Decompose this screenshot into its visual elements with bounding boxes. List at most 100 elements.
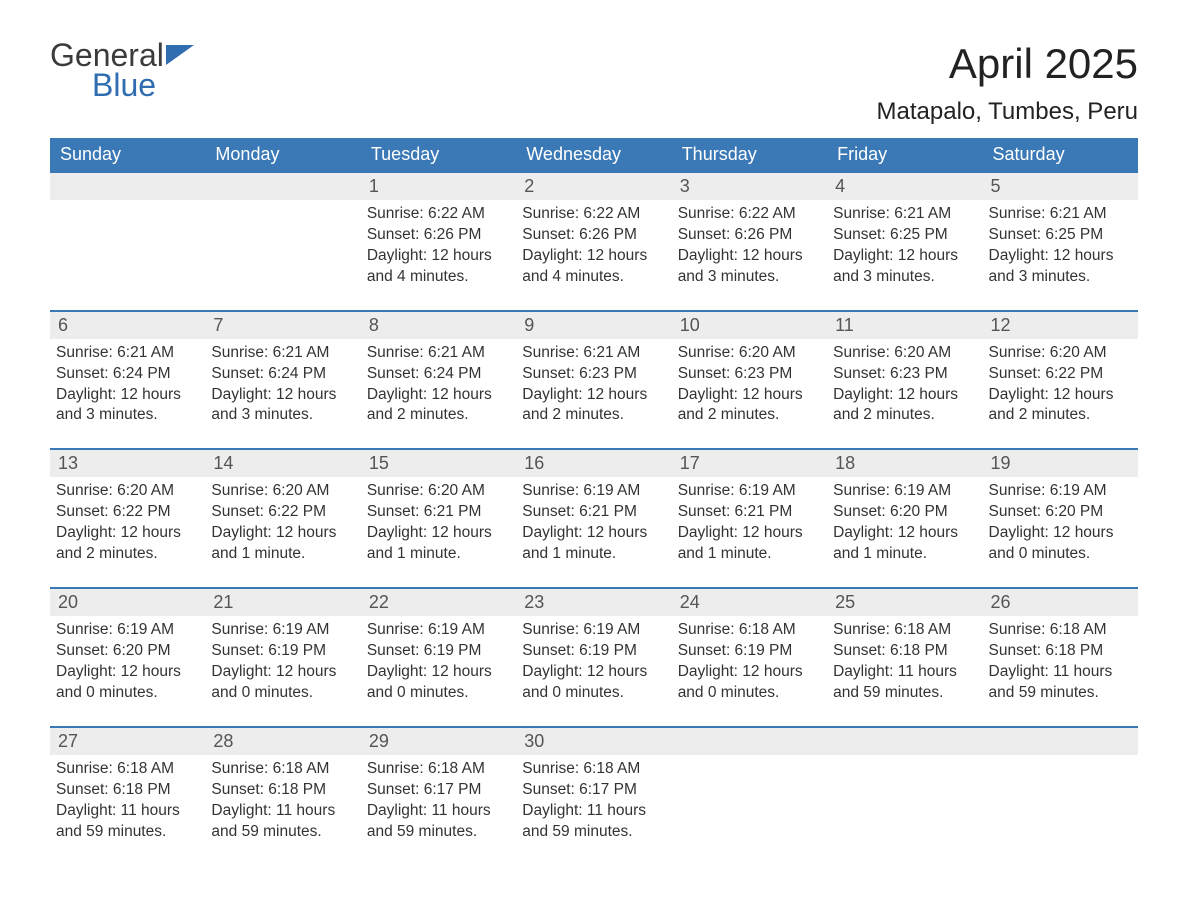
sunset-line: Sunset: 6:26 PM [522, 225, 665, 246]
sunset-line: Sunset: 6:21 PM [678, 502, 821, 523]
sunrise-line: Sunrise: 6:19 AM [522, 620, 665, 641]
weekday-header: Wednesday [516, 138, 671, 172]
sunrise-line: Sunrise: 6:19 AM [367, 620, 510, 641]
day-number-cell: 18 [827, 449, 982, 477]
daylight-line: Daylight: 12 hours and 3 minutes. [56, 385, 199, 427]
daylight-line: Daylight: 12 hours and 1 minute. [678, 523, 821, 565]
sunset-line: Sunset: 6:24 PM [211, 364, 354, 385]
day-content-cell [983, 755, 1138, 865]
day-number-cell: 19 [983, 449, 1138, 477]
sunset-line: Sunset: 6:25 PM [833, 225, 976, 246]
day-content-cell [672, 755, 827, 865]
day-content-row: Sunrise: 6:18 AMSunset: 6:18 PMDaylight:… [50, 755, 1138, 865]
day-number-cell: 24 [672, 588, 827, 616]
day-content-cell: Sunrise: 6:18 AMSunset: 6:18 PMDaylight:… [983, 616, 1138, 727]
day-content-cell: Sunrise: 6:20 AMSunset: 6:23 PMDaylight:… [827, 339, 982, 450]
day-content-cell: Sunrise: 6:21 AMSunset: 6:24 PMDaylight:… [50, 339, 205, 450]
daylight-line: Daylight: 12 hours and 0 minutes. [367, 662, 510, 704]
location-label: Matapalo, Tumbes, Peru [877, 98, 1138, 126]
daylight-line: Daylight: 12 hours and 2 minutes. [56, 523, 199, 565]
sunrise-line: Sunrise: 6:18 AM [678, 620, 821, 641]
logo-flag-icon [166, 45, 194, 65]
sunrise-line: Sunrise: 6:20 AM [833, 343, 976, 364]
day-content-row: Sunrise: 6:21 AMSunset: 6:24 PMDaylight:… [50, 339, 1138, 450]
weekday-header: Friday [827, 138, 982, 172]
day-number-row: 6789101112 [50, 311, 1138, 339]
sunrise-line: Sunrise: 6:20 AM [989, 343, 1132, 364]
daylight-line: Daylight: 12 hours and 1 minute. [833, 523, 976, 565]
sunrise-line: Sunrise: 6:22 AM [522, 204, 665, 225]
day-number-cell [205, 172, 360, 200]
day-number-cell: 6 [50, 311, 205, 339]
weekday-header: Monday [205, 138, 360, 172]
sunrise-line: Sunrise: 6:22 AM [367, 204, 510, 225]
daylight-line: Daylight: 12 hours and 3 minutes. [833, 246, 976, 288]
sunrise-line: Sunrise: 6:20 AM [678, 343, 821, 364]
day-number-cell: 26 [983, 588, 1138, 616]
sunset-line: Sunset: 6:19 PM [678, 641, 821, 662]
sunrise-line: Sunrise: 6:18 AM [522, 759, 665, 780]
day-content-row: Sunrise: 6:22 AMSunset: 6:26 PMDaylight:… [50, 200, 1138, 311]
weekday-header-row: SundayMondayTuesdayWednesdayThursdayFrid… [50, 138, 1138, 172]
daylight-line: Daylight: 11 hours and 59 minutes. [989, 662, 1132, 704]
day-number-cell: 23 [516, 588, 671, 616]
day-number-cell: 10 [672, 311, 827, 339]
daylight-line: Daylight: 12 hours and 2 minutes. [989, 385, 1132, 427]
day-number-cell: 3 [672, 172, 827, 200]
sunset-line: Sunset: 6:19 PM [367, 641, 510, 662]
day-number-cell: 16 [516, 449, 671, 477]
sunset-line: Sunset: 6:22 PM [56, 502, 199, 523]
daylight-line: Daylight: 11 hours and 59 minutes. [211, 801, 354, 843]
sunset-line: Sunset: 6:18 PM [989, 641, 1132, 662]
day-number-row: 12345 [50, 172, 1138, 200]
day-content-cell: Sunrise: 6:21 AMSunset: 6:23 PMDaylight:… [516, 339, 671, 450]
day-number-cell: 22 [361, 588, 516, 616]
day-content-cell: Sunrise: 6:18 AMSunset: 6:18 PMDaylight:… [205, 755, 360, 865]
day-number-cell: 25 [827, 588, 982, 616]
day-number-row: 27282930 [50, 727, 1138, 755]
day-number-cell: 13 [50, 449, 205, 477]
day-content-cell: Sunrise: 6:18 AMSunset: 6:17 PMDaylight:… [361, 755, 516, 865]
sunrise-line: Sunrise: 6:18 AM [833, 620, 976, 641]
sunset-line: Sunset: 6:21 PM [367, 502, 510, 523]
day-content-cell: Sunrise: 6:20 AMSunset: 6:23 PMDaylight:… [672, 339, 827, 450]
day-number-cell: 5 [983, 172, 1138, 200]
day-content-cell: Sunrise: 6:22 AMSunset: 6:26 PMDaylight:… [516, 200, 671, 311]
sunset-line: Sunset: 6:26 PM [367, 225, 510, 246]
daylight-line: Daylight: 12 hours and 0 minutes. [56, 662, 199, 704]
sunset-line: Sunset: 6:17 PM [522, 780, 665, 801]
day-number-cell: 21 [205, 588, 360, 616]
daylight-line: Daylight: 12 hours and 1 minute. [522, 523, 665, 565]
day-content-cell: Sunrise: 6:21 AMSunset: 6:24 PMDaylight:… [361, 339, 516, 450]
sunset-line: Sunset: 6:18 PM [833, 641, 976, 662]
page-title: April 2025 [877, 40, 1138, 88]
day-content-cell [50, 200, 205, 311]
day-number-cell [827, 727, 982, 755]
logo-text-general: General [50, 40, 164, 70]
daylight-line: Daylight: 12 hours and 4 minutes. [522, 246, 665, 288]
day-content-row: Sunrise: 6:19 AMSunset: 6:20 PMDaylight:… [50, 616, 1138, 727]
day-content-cell: Sunrise: 6:19 AMSunset: 6:19 PMDaylight:… [361, 616, 516, 727]
day-number-cell [50, 172, 205, 200]
sunrise-line: Sunrise: 6:19 AM [56, 620, 199, 641]
day-number-cell [983, 727, 1138, 755]
day-content-cell: Sunrise: 6:19 AMSunset: 6:19 PMDaylight:… [516, 616, 671, 727]
sunrise-line: Sunrise: 6:20 AM [367, 481, 510, 502]
day-content-cell: Sunrise: 6:19 AMSunset: 6:21 PMDaylight:… [516, 477, 671, 588]
day-content-cell: Sunrise: 6:19 AMSunset: 6:19 PMDaylight:… [205, 616, 360, 727]
sunset-line: Sunset: 6:24 PM [367, 364, 510, 385]
daylight-line: Daylight: 11 hours and 59 minutes. [522, 801, 665, 843]
day-content-cell: Sunrise: 6:18 AMSunset: 6:19 PMDaylight:… [672, 616, 827, 727]
calendar-table: SundayMondayTuesdayWednesdayThursdayFrid… [50, 138, 1138, 864]
day-content-cell: Sunrise: 6:20 AMSunset: 6:21 PMDaylight:… [361, 477, 516, 588]
day-number-cell: 12 [983, 311, 1138, 339]
sunset-line: Sunset: 6:22 PM [211, 502, 354, 523]
sunrise-line: Sunrise: 6:21 AM [833, 204, 976, 225]
day-number-cell: 9 [516, 311, 671, 339]
day-content-cell: Sunrise: 6:21 AMSunset: 6:25 PMDaylight:… [827, 200, 982, 311]
day-number-cell: 29 [361, 727, 516, 755]
day-content-cell: Sunrise: 6:20 AMSunset: 6:22 PMDaylight:… [205, 477, 360, 588]
logo-text-blue: Blue [92, 70, 194, 100]
sunrise-line: Sunrise: 6:18 AM [211, 759, 354, 780]
day-number-cell: 4 [827, 172, 982, 200]
